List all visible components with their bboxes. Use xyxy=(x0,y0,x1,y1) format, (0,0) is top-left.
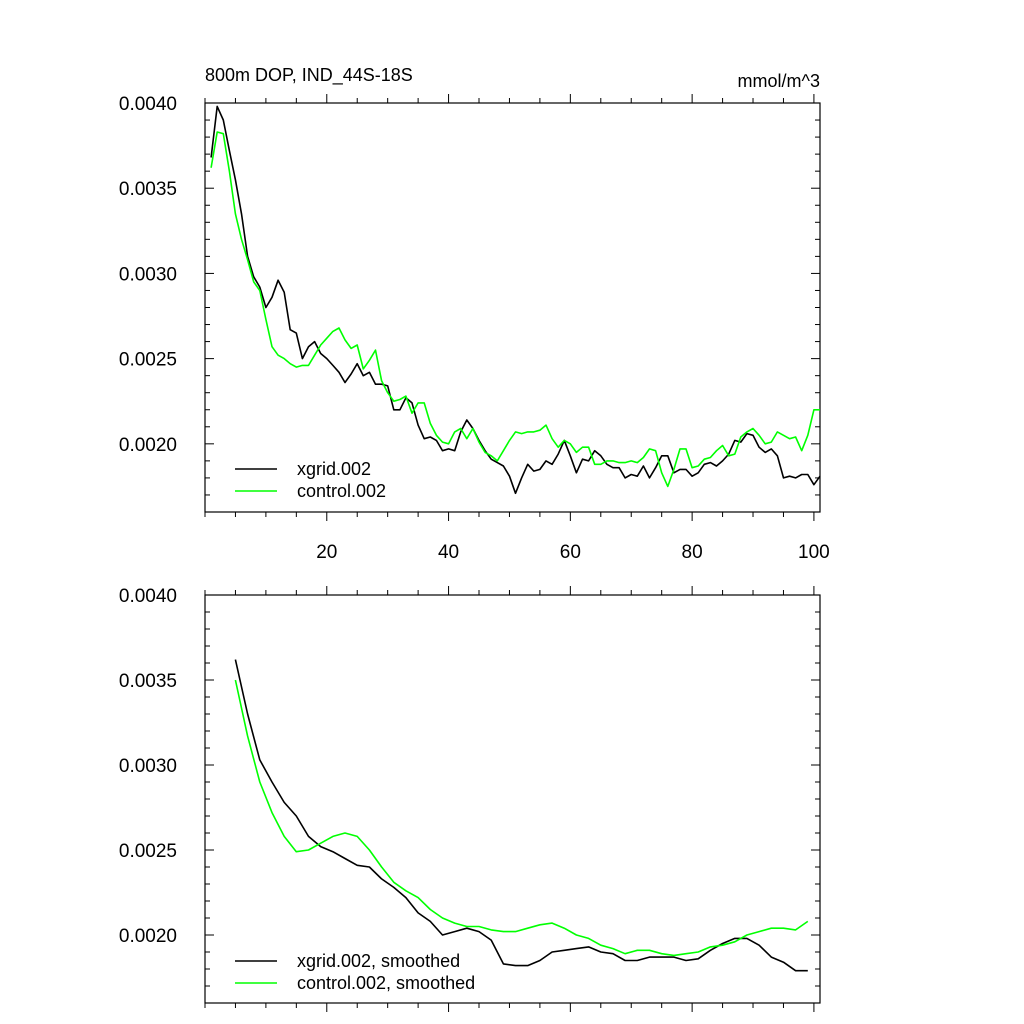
bottom-series-line-control xyxy=(234,679,809,957)
top-x-tick-label: 20 xyxy=(316,542,337,563)
top-x-tick-label: 40 xyxy=(438,542,459,563)
top-y-tick-label: 0.0020 xyxy=(119,435,177,456)
units-label: mmol/m^3 xyxy=(738,71,820,91)
top-x-tick-label: 60 xyxy=(560,542,581,563)
bottom-y-tick-label: 0.0040 xyxy=(119,586,177,607)
top-y-tick-label: 0.0025 xyxy=(119,350,177,371)
top-x-tick-label: 100 xyxy=(798,542,830,563)
bottom-legend-label: xgrid.002, smoothed xyxy=(297,951,460,971)
top-legend-label: control.002 xyxy=(297,481,386,501)
bottom-y-tick-label: 0.0025 xyxy=(119,841,177,862)
chart-title: 800m DOP, IND_44S-18S xyxy=(205,65,413,86)
top-plot-frame xyxy=(204,102,821,513)
bottom-y-tick-label: 0.0020 xyxy=(119,926,177,947)
top-series-line-xgrid xyxy=(210,105,821,495)
bottom-legend-label: control.002, smoothed xyxy=(297,973,475,993)
bottom-series-line-xgrid xyxy=(234,659,808,972)
bottom-y-tick-label: 0.0030 xyxy=(119,756,177,777)
top-y-tick-label: 0.0030 xyxy=(119,264,177,285)
bottom-y-tick-label: 0.0035 xyxy=(119,671,177,692)
top-panel: 20 40 60 80 100 0.0020 0.0025 0.0030 0.0035 0.004… xyxy=(119,65,830,563)
top-legend-label: xgrid.002 xyxy=(297,459,371,479)
top-y-tick-label: 0.0040 xyxy=(119,94,177,115)
top-series-line-control xyxy=(210,131,820,488)
top-x-tick-label: 80 xyxy=(682,542,703,563)
bottom-panel: 0.0020 0.0025 0.0030 0.0035 0.0040 xgrid.002,… xyxy=(119,586,821,1012)
top-y-tick-label: 0.0035 xyxy=(119,179,177,200)
